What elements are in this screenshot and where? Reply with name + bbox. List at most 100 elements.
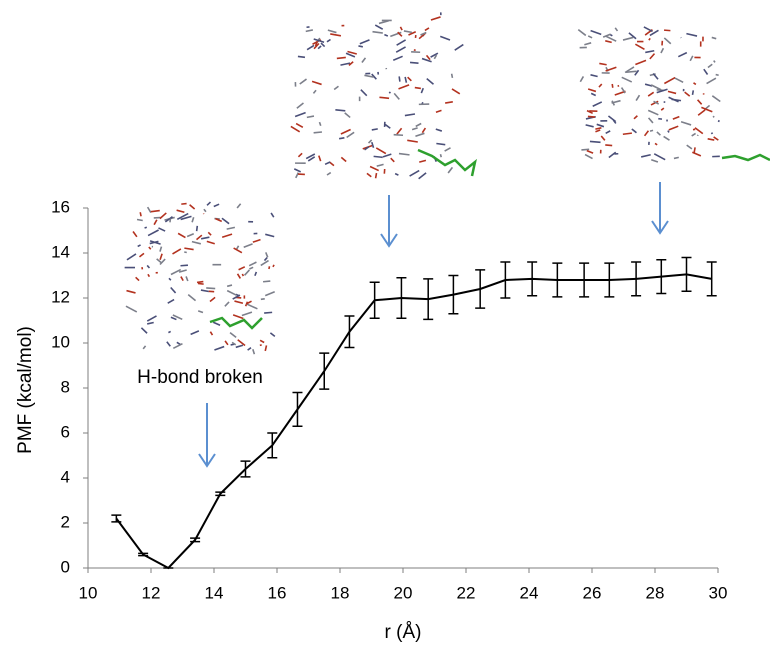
molecule-stick: [294, 169, 300, 172]
molecule-stick: [214, 347, 224, 350]
molecule-stick: [140, 212, 141, 216]
molecule-stick: [362, 58, 366, 63]
molecule-stick: [330, 34, 341, 36]
molecule-stick: [655, 143, 657, 144]
error-bar: [190, 538, 200, 542]
molecule-stick: [313, 90, 316, 93]
molecule-stick: [626, 71, 637, 72]
molecule-stick: [197, 226, 198, 231]
molecule-stick: [385, 124, 390, 128]
molecule-stick: [233, 315, 243, 319]
molecule-stick: [716, 75, 719, 76]
y-tick-label: 6: [61, 422, 70, 441]
molecule-stick: [201, 237, 209, 239]
molecule-stick: [672, 99, 681, 100]
molecule-stick: [445, 148, 451, 151]
molecule-stick: [416, 124, 421, 127]
error-bar: [319, 353, 329, 389]
molecule-stick: [230, 333, 236, 338]
molecule-stick: [675, 78, 683, 82]
molecule-stick: [236, 345, 243, 347]
x-tick-label: 18: [331, 583, 350, 602]
molecule-stick: [698, 110, 705, 115]
annotation: H-bond broken: [137, 367, 263, 388]
molecule-stick: [636, 95, 639, 100]
molecule-sketches: [125, 12, 770, 354]
molecule-stick: [149, 247, 151, 249]
molecule-stick: [339, 138, 344, 139]
molecule-stick: [685, 92, 690, 96]
molecule-stick: [396, 47, 405, 52]
molecule-stick: [668, 91, 676, 93]
molecule-stick: [593, 102, 602, 106]
molecule-stick: [370, 166, 379, 170]
molecule-stick: [249, 262, 256, 266]
molecule-stick: [673, 117, 679, 120]
molecule-stick: [372, 129, 378, 130]
molecule-stick: [238, 340, 245, 346]
molecule-stick: [141, 328, 147, 333]
x-tick-label: 16: [268, 583, 287, 602]
molecule-stick: [427, 55, 431, 59]
molecule-stick: [712, 37, 716, 38]
ligand: [210, 318, 262, 328]
molecule-stick: [238, 274, 241, 279]
molecule-stick: [187, 234, 194, 237]
molecule-stick: [341, 157, 346, 161]
molecule-stick: [239, 267, 245, 270]
molecule-stick: [249, 267, 253, 269]
molecule-stick: [455, 45, 464, 51]
molecule-stick: [412, 128, 418, 130]
molecule-stick: [133, 231, 137, 236]
molecule-stick: [431, 17, 441, 20]
molecule-stick: [384, 35, 387, 36]
molecule-stick: [291, 126, 300, 131]
molecule-stick: [298, 153, 302, 157]
molecule-stick: [668, 131, 669, 133]
molecule-stick: [584, 43, 591, 45]
molecule-stick: [452, 74, 453, 78]
molecule-stick: [375, 25, 382, 29]
molecule-stick: [312, 81, 322, 84]
molecule-stick: [664, 38, 670, 44]
molecule-stick: [641, 155, 651, 157]
molecule-stick: [674, 157, 679, 158]
molecule-stick: [605, 145, 612, 146]
molecule-stick: [376, 148, 386, 154]
molecule-stick: [422, 128, 425, 133]
molecule-stick: [360, 40, 370, 44]
molecule-stick: [606, 131, 611, 133]
molecule-stick: [420, 33, 426, 35]
molecule-stick: [136, 277, 139, 280]
molecule-stick: [686, 34, 697, 36]
x-axis-label: r (Å): [385, 622, 422, 643]
line: [116, 274, 711, 568]
molecule-stick: [635, 60, 646, 64]
molecule-stick: [645, 51, 654, 53]
molecule-stick: [244, 244, 253, 247]
molecule-stick: [237, 204, 241, 208]
molecule-stick: [713, 116, 714, 117]
molecule-stick: [393, 56, 402, 60]
molecule-stick: [341, 129, 351, 134]
molecule-stick: [298, 56, 305, 57]
molecule-stick: [578, 30, 586, 36]
arrows: [199, 182, 668, 466]
molecule-stick: [265, 292, 274, 296]
molecule-stick: [147, 322, 154, 323]
molecule-stick: [664, 136, 670, 140]
molecule-stick: [367, 173, 371, 176]
molecule-stick: [376, 173, 377, 178]
molecule-stick: [431, 53, 438, 57]
molecule-stick: [425, 28, 429, 30]
molecule-stick: [394, 93, 399, 99]
molecule-stick: [445, 102, 453, 103]
molecule-stick: [361, 90, 367, 96]
x-tick-label: 30: [709, 583, 728, 602]
molecule-stick: [148, 207, 151, 212]
molecule-stick: [168, 300, 174, 304]
molecule-stick: [650, 54, 655, 59]
molecule-stick: [207, 202, 210, 205]
molecule-stick: [405, 114, 415, 116]
molecule-stick: [227, 291, 236, 295]
